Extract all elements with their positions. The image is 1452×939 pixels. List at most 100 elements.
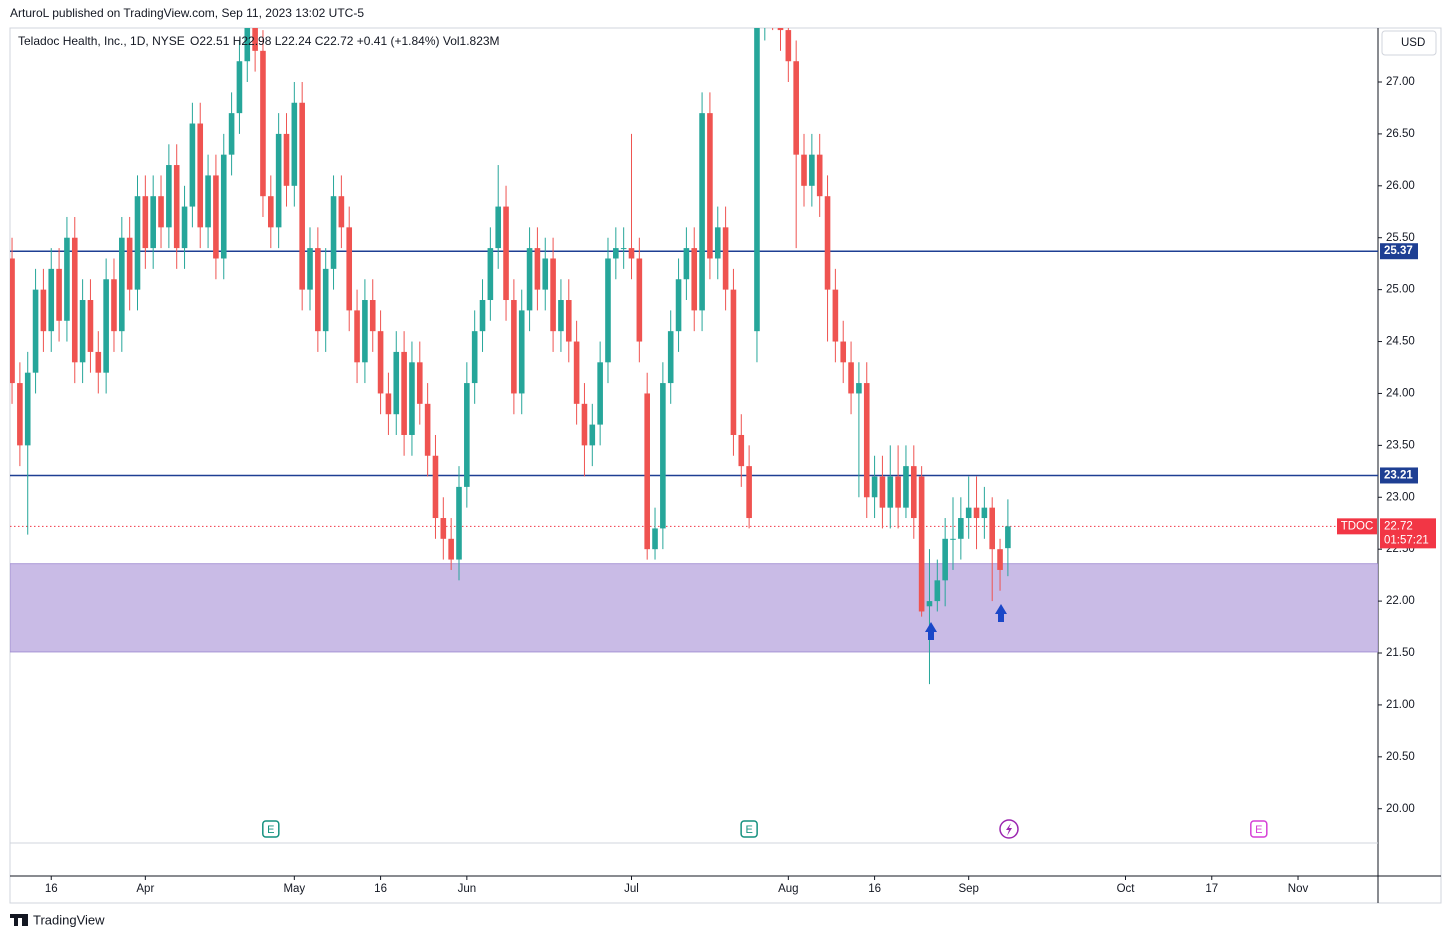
candle-body: [150, 196, 156, 249]
candle-body: [965, 507, 972, 519]
candle-body: [573, 341, 580, 404]
candle-body: [762, 0, 768, 20]
candle-body: [197, 123, 204, 228]
candle-body: [958, 518, 964, 539]
candle-body: [816, 154, 823, 197]
arrow-up: [995, 604, 1007, 622]
level-label-box: [1380, 467, 1418, 484]
candle-body: [95, 351, 102, 373]
candle-body: [448, 538, 454, 560]
candle-body: [589, 424, 596, 446]
candle-body: [330, 196, 337, 269]
candle-body: [17, 383, 23, 446]
symbol-box: [1337, 518, 1377, 535]
candle-body: [605, 258, 611, 363]
candle-body: [111, 279, 117, 332]
candle-body: [746, 466, 752, 519]
candle-body: [518, 310, 525, 394]
x-tick-label: May: [283, 883, 305, 895]
candle-body: [613, 248, 619, 259]
candle-body: [142, 196, 149, 249]
candle-body: [989, 507, 996, 550]
candle-body: [173, 165, 180, 249]
candle-body: [534, 248, 541, 290]
candle-body: [558, 300, 564, 332]
candle-body: [409, 362, 415, 435]
candle-body: [809, 154, 815, 186]
candle-body: [495, 206, 502, 249]
candle-body: [691, 248, 698, 311]
support-zone: [10, 563, 1378, 653]
candle-body: [903, 466, 909, 508]
candle-body: [997, 549, 1003, 570]
candle-body: [401, 351, 407, 435]
currency[interactable]: USD: [1401, 37, 1425, 49]
candle-body: [189, 123, 196, 207]
frame: [9, 27, 1442, 904]
candle-body: [981, 507, 988, 519]
candle-body: [848, 362, 854, 394]
candle-body: [322, 268, 329, 332]
candle-body: [432, 455, 439, 519]
candle-body: [181, 206, 188, 249]
brand: TradingView: [33, 912, 105, 927]
candle-body: [369, 300, 376, 332]
last-price-label: 22.72: [1384, 520, 1413, 532]
earnings-label: E: [1255, 824, 1262, 836]
candle-body: [785, 30, 792, 62]
dividend-icon-bolt: [1006, 823, 1012, 836]
candle-body: [801, 154, 807, 186]
candle-body: [103, 279, 109, 373]
candle-body: [542, 258, 549, 290]
candle-body: [71, 237, 78, 363]
candle-body: [205, 175, 211, 228]
y-tick-label: 24.50: [1386, 336, 1415, 348]
candle-body: [48, 268, 55, 332]
candle-body: [32, 289, 39, 373]
candle-body: [119, 237, 125, 332]
candle-body: [268, 196, 274, 228]
candle-body: [56, 268, 62, 321]
candle-body: [479, 300, 486, 332]
candle-body: [550, 258, 556, 332]
candle-body: [464, 383, 470, 487]
candle-body: [393, 351, 400, 415]
brand-logo: [10, 914, 28, 926]
y-tick-label: 23.00: [1386, 491, 1415, 503]
candle-body: [511, 300, 517, 394]
y-tick-label: 26.50: [1386, 128, 1415, 140]
candle-body: [346, 227, 353, 311]
candle-body: [581, 403, 588, 446]
last-price-box: [1380, 518, 1436, 549]
candle-body: [456, 486, 462, 560]
candle-body: [770, 0, 776, 9]
candle-body: [244, 28, 251, 62]
level-label: 23.21: [1384, 470, 1413, 482]
candle-body: [24, 372, 31, 446]
candle-body: [738, 434, 745, 467]
candle-body: [793, 61, 799, 155]
legend-values: O22.51 H22.98 L22.24 C22.72 +0.41 (+1.84…: [190, 34, 500, 48]
candle-body: [10, 258, 15, 384]
candle-body: [675, 279, 682, 332]
candle-body: [385, 393, 392, 415]
earnings-icon: [1250, 820, 1268, 838]
candle-body: [236, 61, 243, 114]
candle-body: [503, 206, 509, 301]
candle-body: [526, 248, 533, 311]
candle-body: [871, 476, 878, 498]
candle-body: [315, 248, 321, 332]
y-tick-label: 21.00: [1386, 699, 1415, 711]
candle-body: [730, 289, 737, 435]
x-tick-label: Sep: [958, 883, 978, 895]
candle-body: [652, 528, 658, 550]
currency-box[interactable]: [1381, 30, 1437, 56]
level-label: 25.37: [1384, 245, 1413, 257]
earnings-label: E: [745, 824, 752, 836]
candle-body: [910, 466, 917, 519]
candle-body: [714, 227, 721, 259]
x-tick-label: 16: [374, 883, 387, 895]
x-tick-label: Oct: [1117, 883, 1136, 895]
